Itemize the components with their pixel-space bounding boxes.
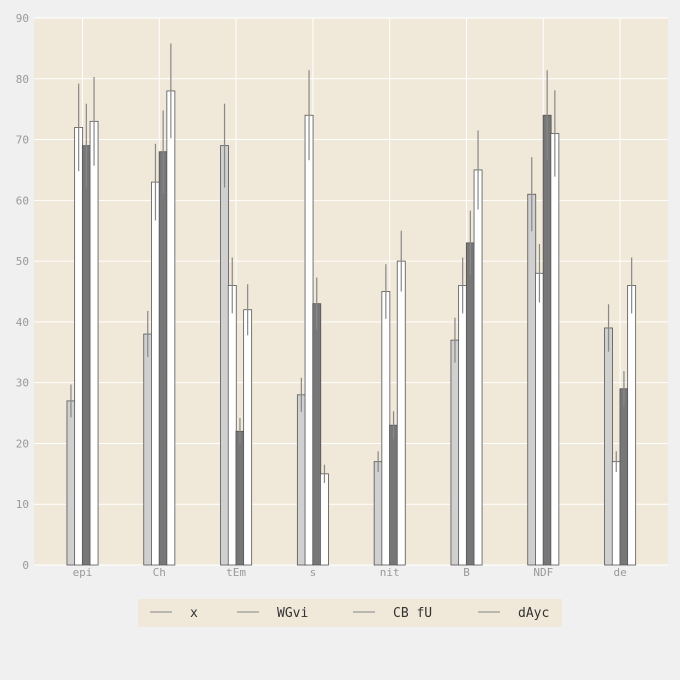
y-tick-label: 60 [16, 194, 29, 207]
y-tick-label: 90 [16, 12, 29, 25]
bar [611, 461, 621, 566]
bar [473, 169, 483, 566]
x-tick-label: nit [380, 566, 400, 579]
bar [243, 309, 253, 566]
bar [619, 388, 629, 566]
bars [66, 43, 637, 566]
y-tick-label: 40 [16, 316, 29, 329]
x-tick-label: s [310, 566, 317, 579]
plot-background [34, 18, 668, 565]
bar [627, 285, 637, 566]
y-tick-label: 10 [16, 498, 29, 511]
bar [604, 327, 613, 566]
legend: x WGvi CB fU dAyc [138, 599, 562, 627]
bar [304, 114, 314, 566]
x-tick-label: epi [73, 566, 93, 579]
y-tick-label: 50 [16, 255, 29, 268]
x-tick-label: NDF [533, 566, 553, 579]
legend-label: WGvi [277, 606, 308, 621]
bar [235, 430, 245, 566]
bar [74, 127, 84, 566]
x-tick-label: B [463, 566, 470, 579]
bar [151, 181, 160, 566]
legend-label: CB fU [393, 606, 432, 621]
bar [381, 291, 391, 566]
bar [81, 145, 91, 566]
y-tick-label: 80 [16, 73, 29, 86]
x-axis-ticks: epi Ch tEm s nit B NDF de [73, 566, 627, 579]
legend-label: x [190, 606, 198, 621]
bar [450, 339, 460, 566]
y-tick-label: 70 [16, 134, 29, 147]
x-tick-label: de [613, 566, 626, 579]
bar [143, 333, 153, 566]
bar [227, 285, 237, 566]
bar [535, 272, 544, 566]
x-tick-label: tEm [226, 566, 246, 579]
bar [527, 193, 537, 566]
bar [396, 260, 406, 566]
bar [465, 242, 475, 566]
bar [158, 151, 168, 566]
bar [66, 400, 76, 566]
bar [312, 303, 322, 566]
bar [542, 114, 552, 566]
bar [89, 120, 99, 566]
legend-box [138, 599, 562, 627]
bar [296, 394, 306, 566]
y-tick-label: 0 [22, 559, 29, 572]
bar [458, 285, 468, 566]
bar [550, 133, 560, 566]
bar [220, 145, 229, 566]
x-tick-label: Ch [153, 566, 166, 579]
bar [389, 424, 398, 566]
y-axis-ticks: 0 10 20 30 40 50 60 70 80 90 [16, 12, 29, 572]
bar [166, 90, 176, 566]
legend-label: dAyc [518, 606, 549, 621]
bar [373, 461, 383, 566]
y-tick-label: 30 [16, 377, 29, 390]
y-tick-label: 20 [16, 437, 29, 450]
bar [320, 473, 329, 566]
